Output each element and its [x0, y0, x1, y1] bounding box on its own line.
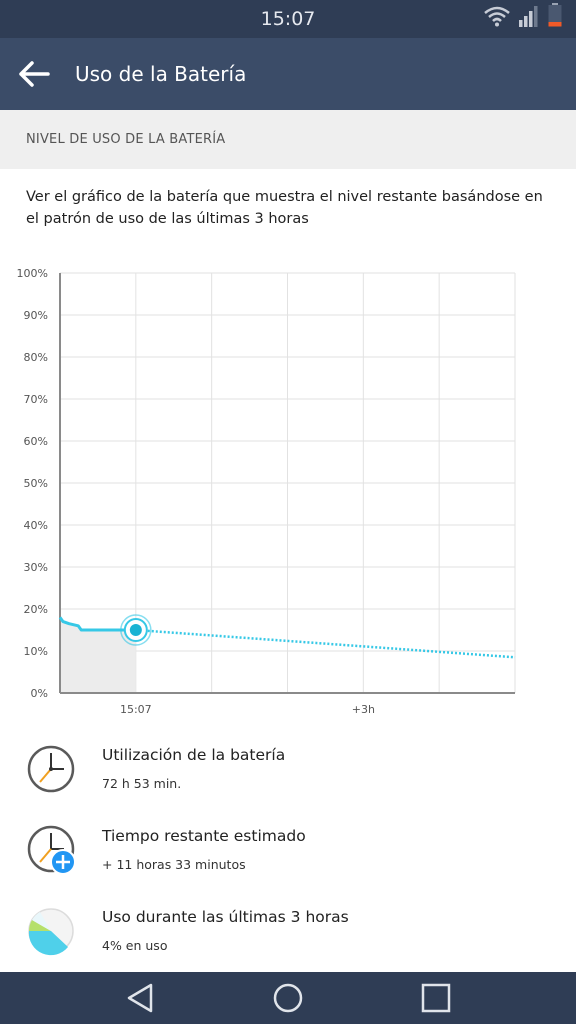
y-tick-label: 60% — [24, 435, 48, 448]
last-3h-usage-value: 4% en uso — [102, 938, 168, 953]
back-nav-icon — [127, 983, 153, 1013]
y-tick-label: 0% — [31, 687, 48, 700]
recents-nav-icon — [421, 983, 451, 1013]
clock-add-icon — [26, 825, 76, 875]
current-point-halo — [120, 614, 152, 646]
battery-usage-value: 72 h 53 min. — [102, 776, 182, 791]
y-tick-label: 70% — [24, 393, 48, 406]
signal-icon — [518, 5, 540, 31]
back-nav-button[interactable] — [120, 980, 160, 1016]
estimated-time-title: Tiempo restante estimado — [102, 827, 306, 845]
y-tick-label: 20% — [24, 603, 48, 616]
y-tick-label: 50% — [24, 477, 48, 490]
x-tick-label: +3h — [352, 703, 375, 716]
last-3h-usage-title: Uso durante las últimas 3 horas — [102, 908, 349, 926]
pie-chart-icon — [26, 906, 76, 956]
last-3h-usage-row[interactable]: Uso durante las últimas 3 horas 4% en us… — [0, 906, 576, 980]
battery-history-line — [58, 616, 136, 632]
home-nav-button[interactable] — [268, 980, 308, 1016]
back-arrow-icon — [19, 61, 50, 87]
home-nav-icon — [273, 983, 303, 1013]
clock-icon — [26, 744, 76, 794]
used-area — [60, 617, 136, 693]
battery-icon — [548, 3, 562, 31]
section-header: NIVEL DE USO DE LA BATERÍA — [0, 110, 576, 169]
current-point — [129, 624, 142, 636]
app-bar: Uso de la Batería — [0, 38, 576, 110]
chart-description: Ver el gráfico de la batería que muestra… — [26, 189, 543, 227]
battery-chart-svg: 0% 10% 20% 30% 40% 50% 60% 70% 80% 90% 100% 15:07 +3… — [17, 267, 516, 716]
y-tick-label: 40% — [24, 519, 48, 532]
page-title: Uso de la Batería — [75, 62, 247, 86]
recents-nav-button[interactable] — [416, 980, 456, 1016]
y-tick-label: 80% — [24, 351, 48, 364]
back-button[interactable] — [14, 54, 54, 94]
estimated-time-value: + 11 horas 33 minutos — [102, 857, 246, 872]
y-tick-label: 30% — [24, 561, 48, 574]
battery-chart: 0% 10% 20% 30% 40% 50% 60% 70% 80% 90% 100% 15:07 +3… — [0, 258, 576, 728]
battery-usage-row[interactable]: Utilización de la batería 72 h 53 min. — [0, 744, 576, 818]
y-tick-label: 10% — [24, 645, 48, 658]
section-title: NIVEL DE USO DE LA BATERÍA — [26, 132, 226, 147]
x-tick-label: 15:07 — [120, 703, 152, 716]
y-tick-label: 100% — [17, 267, 48, 280]
navigation-bar — [0, 972, 576, 1024]
status-time: 15:07 — [260, 8, 316, 30]
y-tick-label: 90% — [24, 309, 48, 322]
status-icons — [484, 3, 562, 31]
battery-forecast-line — [135, 628, 516, 659]
battery-usage-title: Utilización de la batería — [102, 746, 286, 764]
estimated-time-row[interactable]: Tiempo restante estimado + 11 horas 33 m… — [0, 825, 576, 899]
wifi-icon — [484, 5, 510, 31]
status-bar: 15:07 — [0, 0, 576, 38]
